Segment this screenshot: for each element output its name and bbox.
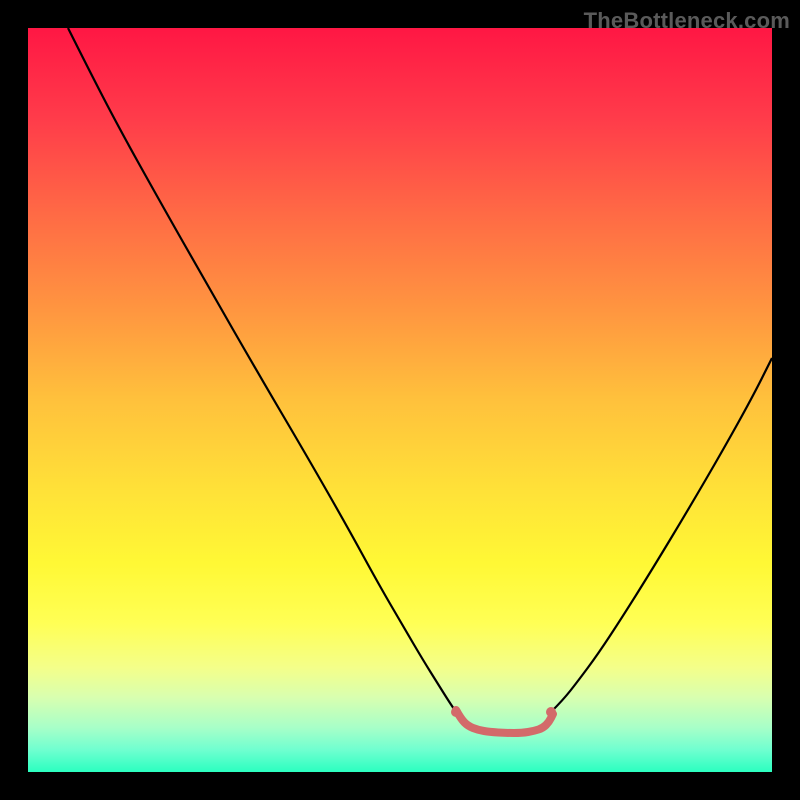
left-curve-line — [68, 28, 456, 712]
valley-right-marker — [546, 707, 556, 717]
valley-left-marker — [451, 707, 461, 717]
right-curve-line — [551, 358, 772, 712]
plot-area — [28, 28, 772, 772]
valley-highlight-line — [456, 710, 553, 733]
chart-container: TheBottleneck.com — [0, 0, 800, 800]
curves-layer — [28, 28, 772, 772]
watermark-text: TheBottleneck.com — [584, 8, 790, 34]
